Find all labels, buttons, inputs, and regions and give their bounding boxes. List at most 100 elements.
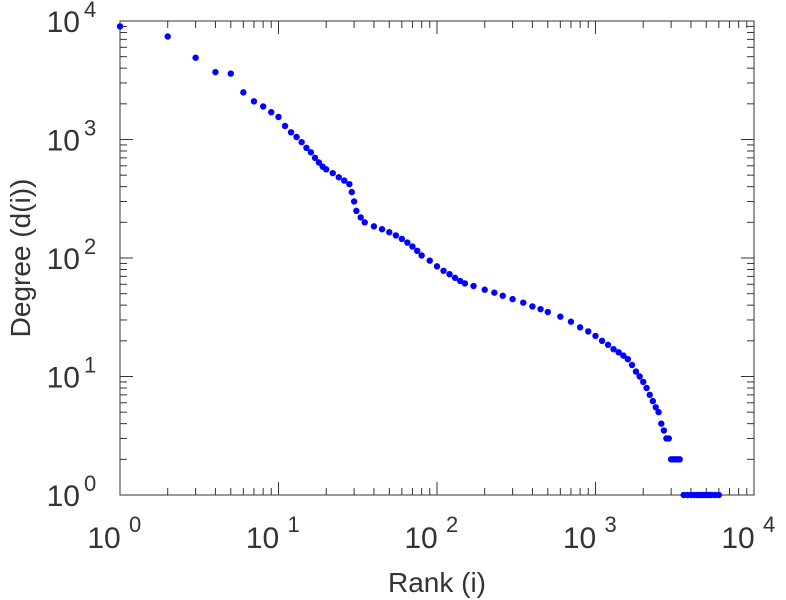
data-point [350, 198, 358, 205]
data-point [598, 337, 606, 345]
data-point [456, 277, 464, 285]
data-point [275, 113, 282, 121]
data-point [715, 491, 723, 499]
data-point [281, 122, 289, 130]
x-tick-exponent: 2 [446, 512, 458, 537]
x-tick-label: 10 [404, 522, 437, 555]
data-point [335, 174, 342, 181]
data-point [509, 295, 516, 303]
data-point [643, 384, 650, 392]
data-point [346, 180, 353, 188]
data-point [398, 235, 406, 243]
data-point [227, 70, 234, 77]
data-point [665, 435, 672, 442]
y-tick-label: 10 [47, 6, 80, 39]
data-point [357, 214, 364, 221]
data-point [250, 98, 258, 105]
data-point [426, 257, 433, 264]
data-point [655, 408, 662, 416]
data-point [192, 54, 199, 61]
data-point [404, 239, 411, 246]
data-point [632, 368, 640, 375]
x-tick-exponent: 4 [763, 512, 775, 537]
x-tick-exponent: 1 [288, 512, 300, 537]
x-tick-label: 10 [721, 522, 754, 555]
data-point [646, 391, 653, 399]
data-point [537, 305, 544, 313]
x-tick-exponent: 0 [129, 512, 141, 537]
data-point [624, 355, 632, 363]
data-point [307, 149, 315, 156]
y-tick-exponent: 0 [84, 471, 96, 496]
y-tick-exponent: 4 [84, 0, 96, 22]
data-point [567, 318, 575, 325]
data-point [116, 23, 124, 30]
data-point [610, 345, 617, 353]
data-point [491, 289, 498, 296]
data-point [298, 138, 305, 146]
data-point [212, 68, 219, 76]
x-tick-label: 10 [246, 522, 279, 555]
data-point [636, 373, 643, 380]
data-point [370, 223, 378, 230]
data-point [433, 263, 441, 270]
y-tick-label: 10 [47, 243, 80, 276]
minor-ticks [120, 21, 754, 495]
data-point [461, 280, 469, 287]
data-point [592, 332, 599, 340]
data-point [378, 226, 386, 233]
data-point [329, 169, 336, 177]
y-tick-label: 10 [47, 480, 80, 513]
data-point [353, 207, 360, 215]
data-point [293, 133, 300, 141]
data-point [361, 219, 368, 226]
data-point [544, 308, 551, 316]
data-point [676, 456, 683, 463]
data-point [348, 188, 355, 196]
data-point [440, 267, 447, 274]
x-tick-label: 10 [87, 522, 120, 555]
data-point [499, 292, 506, 299]
data-point [640, 378, 647, 386]
y-axis-label: Degree (d(i)) [5, 179, 36, 338]
y-tick-label: 10 [47, 362, 80, 395]
data-point [240, 89, 247, 96]
data-point [311, 154, 319, 162]
y-tick-exponent: 3 [84, 116, 96, 141]
data-point [451, 274, 459, 282]
data-point [576, 324, 584, 331]
data-point [409, 243, 416, 250]
data-point [585, 328, 592, 335]
data-point [615, 349, 622, 356]
data-point [418, 252, 425, 259]
data-point [287, 129, 295, 136]
x-axis-label: Rank (i) [388, 567, 486, 598]
y-tick-label: 10 [47, 125, 80, 158]
data-point [557, 313, 564, 320]
data-point [303, 144, 310, 152]
data-point [652, 404, 659, 411]
data-point [315, 159, 323, 166]
x-tick-exponent: 3 [605, 512, 617, 537]
data-point [529, 303, 536, 310]
data-point [323, 166, 330, 173]
data-point [604, 341, 612, 349]
data-point [658, 420, 665, 427]
scatter-points [116, 23, 723, 499]
data-point [259, 103, 267, 110]
y-tick-exponent: 2 [84, 234, 96, 259]
data-point [520, 299, 527, 306]
data-point [164, 33, 171, 40]
data-point [628, 361, 636, 369]
plot-frame [119, 20, 755, 496]
y-tick-exponent: 1 [84, 353, 96, 378]
data-point [481, 286, 488, 293]
data-point [268, 108, 275, 116]
data-point [446, 270, 453, 278]
x-tick-labels: 10 0 10 1 10 2 10 3 10 4 [87, 512, 775, 555]
data-point [470, 282, 477, 290]
data-point [660, 427, 668, 434]
data-point [413, 247, 421, 255]
